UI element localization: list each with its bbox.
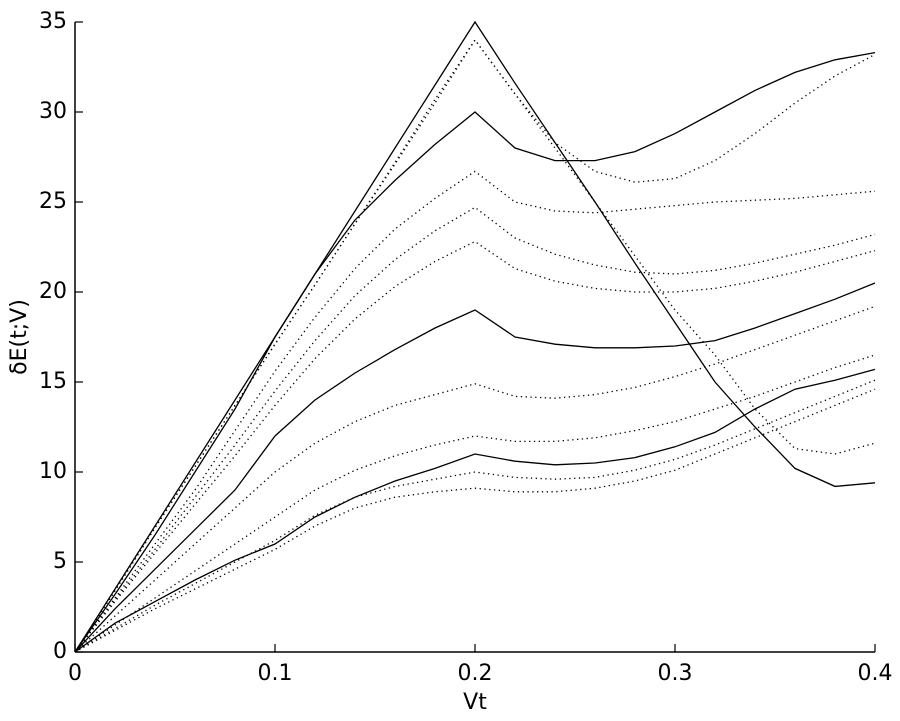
series-line (74, 368, 876, 653)
x-tick-label: 0 (68, 661, 82, 686)
y-tick-label: 20 (39, 279, 67, 304)
y-tick-label: 10 (39, 459, 67, 484)
series-line (74, 240, 876, 653)
y-tick-label: 15 (39, 369, 67, 394)
y-tick-label: 5 (53, 549, 67, 574)
x-axis-label: Vt (463, 690, 487, 715)
series-line (74, 379, 876, 653)
y-tick-label: 25 (39, 189, 67, 214)
x-tick-label: 0.4 (858, 661, 893, 686)
x-tick-label: 0.1 (258, 661, 293, 686)
y-axis-label: δE(t;V) (7, 299, 32, 375)
series-line (74, 51, 876, 653)
series-line (74, 305, 876, 653)
y-tick-label: 35 (39, 9, 67, 34)
series-line (74, 388, 876, 653)
series-line (74, 206, 876, 653)
series-line (74, 282, 876, 653)
series-line (74, 354, 876, 653)
y-tick-label: 0 (53, 639, 67, 664)
x-tick-label: 0.2 (458, 661, 493, 686)
series-line (74, 20, 876, 653)
series-line (74, 38, 876, 653)
x-tick-label: 0.3 (658, 661, 693, 686)
series-line (74, 38, 876, 653)
series-line (74, 170, 876, 653)
y-tick-label: 30 (39, 99, 67, 124)
